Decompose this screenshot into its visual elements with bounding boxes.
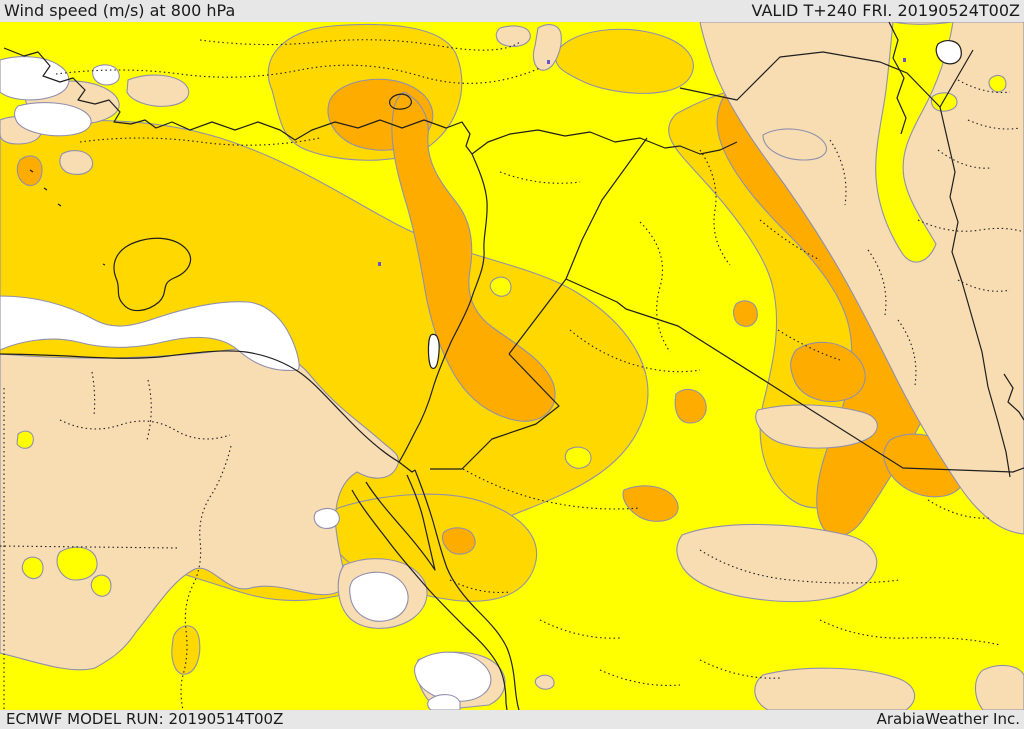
admin-border	[639, 221, 671, 353]
page-title: Wind speed (m/s) at 800 hPa	[4, 1, 236, 20]
admin-border	[499, 171, 581, 184]
orange-region	[16, 155, 43, 187]
islet	[29, 169, 106, 266]
provider-label: ArabiaWeather Inc.	[876, 710, 1020, 728]
footer-bar: ECMWF MODEL RUN: 20190514T00Z ArabiaWeat…	[0, 710, 1024, 729]
admin-border	[759, 219, 821, 261]
white-region	[92, 64, 120, 86]
yellow-patch	[564, 446, 592, 469]
admin-border	[917, 219, 1024, 233]
admin-border	[0, 545, 181, 549]
gold-region	[555, 28, 694, 94]
admin-border	[957, 279, 1011, 292]
model-run-label: ECMWF MODEL RUN: 20190514T00Z	[6, 710, 284, 728]
coastline-gulf	[1003, 373, 1024, 421]
coastline-red-sea-west	[351, 489, 508, 710]
white-region	[349, 571, 409, 622]
valid-time-label: VALID T+240 FRI. 20190524T00Z	[751, 1, 1020, 20]
admin-border	[449, 579, 511, 594]
tan-region	[126, 74, 190, 107]
coastline-sinai	[365, 474, 436, 571]
country-border-israel-egypt	[398, 461, 416, 473]
coastline-aqaba-east	[414, 469, 520, 710]
lake-urmia	[935, 40, 962, 65]
yellow-patch	[930, 92, 958, 112]
country-border-turkey-syria	[471, 129, 738, 155]
contour-mark	[378, 262, 381, 266]
orange-region	[733, 300, 758, 327]
filled-contours	[0, 22, 1024, 710]
admin-border	[957, 79, 1011, 94]
admin-border	[937, 149, 991, 169]
country-border-iraq-saudi	[565, 278, 1024, 473]
orange-region	[790, 341, 866, 402]
admin-border	[699, 549, 901, 584]
admin-borders-dotted	[0, 39, 1024, 710]
tan-region	[755, 404, 878, 449]
yellow-patch	[90, 574, 112, 597]
country-border-jordan-iraq	[508, 278, 567, 355]
tan-region	[974, 664, 1024, 710]
yellow-patch	[16, 430, 34, 449]
admin-border	[146, 379, 152, 441]
island-outline-cyprus	[389, 93, 412, 110]
dead-sea	[427, 333, 440, 369]
yellow-patch	[56, 546, 98, 581]
contour-mark	[547, 60, 550, 64]
coastline-mediterranean	[0, 47, 488, 463]
tan-region	[754, 667, 916, 710]
admin-border	[967, 119, 1021, 130]
wind-speed-map	[0, 22, 1024, 710]
orange-region	[391, 91, 556, 422]
white-region	[313, 507, 340, 529]
admin-border	[819, 619, 1001, 646]
tan-region	[676, 523, 878, 603]
tan-region	[534, 674, 555, 690]
header-bar: Wind speed (m/s) at 800 hPa VALID T+240 …	[0, 0, 1024, 22]
orange-region	[674, 388, 707, 424]
coastlines-and-borders	[0, 22, 1024, 710]
map-area	[0, 22, 1024, 710]
admin-border	[59, 419, 231, 440]
orange-region	[441, 527, 476, 555]
country-border-jordan-saudi	[430, 353, 560, 470]
country-border-caucasus	[888, 22, 907, 135]
yellow-patches	[16, 22, 1007, 597]
white-calm-regions	[0, 56, 492, 710]
yellow-patch	[988, 75, 1007, 93]
country-border-syria-iraq	[565, 137, 648, 280]
admin-border	[927, 499, 991, 519]
tan-region	[532, 24, 562, 71]
white-region	[0, 56, 70, 101]
lakes	[427, 40, 962, 369]
admin-border	[777, 329, 841, 361]
contour-mark	[903, 58, 906, 62]
island-outline	[113, 237, 192, 312]
orange-region	[622, 485, 679, 522]
admin-border	[699, 149, 731, 266]
gold-region	[171, 625, 201, 675]
country-border-turkey-northeast	[679, 49, 974, 108]
contour-label-marks	[378, 58, 906, 266]
white-region-mediterranean	[0, 295, 300, 371]
yellow-patch	[21, 556, 44, 580]
white-region	[13, 102, 92, 137]
yellow-patch	[489, 276, 512, 297]
tan-region	[762, 128, 827, 161]
country-border-iran-iraq	[939, 106, 1011, 478]
white-region	[414, 651, 492, 702]
tan-region	[495, 25, 531, 47]
white-region	[427, 694, 461, 710]
admin-border	[569, 329, 701, 373]
tan-region	[59, 150, 94, 175]
